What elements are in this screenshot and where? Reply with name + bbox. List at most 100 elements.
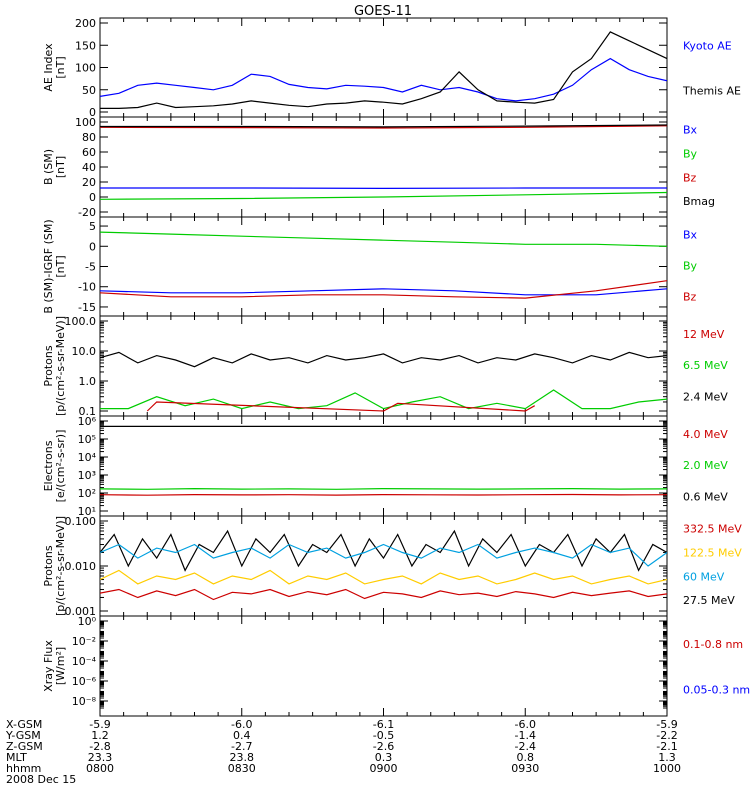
y-tick-label: 0.100 [65,515,97,528]
y-tick-label: 20 [82,176,96,189]
legend-entry: Kyoto AE [683,40,732,53]
ephem-value: 23.3 [88,751,113,764]
panel-bsm: -20 0 20 40 60 80 100 B (SM) [nT] Bx By Bz Bmag [42,116,715,219]
ephem-value: 1.2 [91,729,109,742]
y-tick-label: 10⁵ [78,433,96,446]
y-tick-label: 10⁻⁸ [72,695,97,708]
y-tick-label: 100.0 [65,315,97,328]
ephem-value: -6.1 [373,718,394,731]
ephem-value: 0.3 [375,751,393,764]
series-27-5-mev [100,529,667,572]
ephem-value: 23.8 [230,751,255,764]
series-by [100,231,667,247]
y-tick-label: 0 [89,240,96,253]
y-tick-label: 40 [82,161,96,174]
ephem-value: 0830 [228,762,256,775]
ephemeris-table: X-GSM -5.9 -6.0 -6.1 -6.0 -5.9 Y-GSM 1.2 0.4 -0.5… [5,718,681,786]
chart-title: GOES-11 [354,4,412,19]
ephem-row-label: X-GSM [6,718,42,731]
y-tick-label: 10⁶ [78,415,97,428]
y-tick-label: -5 [85,261,96,274]
y-tick-label: 100 [75,62,96,75]
y-tick-label: 0.010 [65,560,97,573]
panel-xray: 10⁻⁸ 10⁻⁶ 10⁻⁴ 10⁻² 10⁰ Xray Flux [W/m²] 0.1-0.… [42,615,750,717]
legend-entry: Bmag [683,195,715,208]
y-axis-label: [e/(cm²-s-sr)] [54,430,67,503]
series-4-0-mev [100,493,667,496]
y-tick-label: 10⁰ [78,615,97,628]
ephem-value: 1.3 [658,751,676,764]
y-tick-label: 150 [75,39,96,52]
y-axis-label: B (SM)-IGRF (SM) [42,219,55,313]
ephem-value: 0930 [511,762,539,775]
y-tick-label: -15 [78,301,96,314]
legend-entry: 2.0 MeV [683,459,728,472]
series-bz [100,280,667,299]
series-122-5-mev [100,569,667,585]
y-axis-label: [p/(cm²-s-sr-MeV)] [54,316,67,416]
y-axis-label: Protons [42,545,55,586]
series-2-4-mev [100,351,667,368]
y-axis-label: [W/m²] [54,647,67,685]
series-by [100,191,667,200]
ephem-row-label: Y-GSM [5,729,41,742]
legend-entry: 4.0 MeV [683,428,728,441]
legend-entry: 122.5 MeV [683,546,742,559]
y-axis-label: Protons [42,345,55,386]
legend-entry: 60 MeV [683,570,725,583]
y-axis-label: [nT] [54,56,67,78]
ephem-value: 1000 [653,762,681,775]
legend-entry: 0.05-0.3 nm [683,683,750,696]
series-bz [100,125,667,129]
y-tick-label: 0.001 [65,605,97,618]
panel-protons_low: 0.1 1.0 10.0 100.0 Protons [p/(cm²-s-sr-MeV)]… [42,315,728,418]
y-tick-label: 10⁴ [78,451,97,464]
panel-electrons: 10¹ 10² 10³ 10⁴ 10⁵ 10⁶ Electrons [e/(cm²-s-sr)… [42,415,728,518]
y-tick-label: 10² [78,487,96,500]
series-themis-ae [100,31,667,110]
series-12-mev [146,401,535,412]
ephem-value: -0.5 [373,729,394,742]
series-60-mev [100,543,667,567]
legend-entry: Bz [683,291,697,304]
ephem-value: -2.2 [656,729,677,742]
series-kyoto-ae [100,57,667,102]
legend-entry: Themis AE [682,85,741,98]
ephem-value: -2.8 [89,740,110,753]
y-tick-label: 10³ [78,469,96,482]
legend-entry: 332.5 MeV [683,523,742,536]
legend-entry: Bz [683,171,697,184]
y-axis-label: AE Index [42,43,55,92]
y-tick-label: 1.0 [79,375,97,388]
legend-entry: By [683,147,698,160]
y-tick-label: -10 [78,281,96,294]
y-tick-label: 100 [75,116,96,129]
ephem-row-label: hhmm [6,762,41,775]
ephem-value: 0.8 [517,751,535,764]
series-6-5-mev [100,389,667,410]
panel-bres: -15 -10 -5 0 5 B (SM)-IGRF (SM) [nT] Bx By Bz [42,216,698,317]
series-bx [100,288,667,296]
y-tick-label: 10¹ [78,505,96,518]
panel-frame [99,216,668,317]
y-axis-label: [nT] [54,255,67,277]
legend-entry: 12 MeV [683,328,725,341]
ephem-value: -5.9 [89,718,110,731]
y-tick-label: 80 [82,131,96,144]
y-axis-label: Electrons [42,440,55,491]
legend-entry: Bx [683,124,698,137]
y-tick-label: 0 [89,191,96,204]
y-tick-label: 5 [89,220,96,233]
y-axis-label: [p/(cm²-s-sr-MeV)] [54,516,67,616]
y-tick-label: 50 [82,84,96,97]
ephem-value: 0800 [86,762,114,775]
ephem-value: 0.4 [233,729,251,742]
ephem-value: -2.4 [515,740,536,753]
y-tick-label: 0 [89,106,96,119]
ephem-value: -5.9 [656,718,677,731]
y-tick-label: 60 [82,146,96,159]
y-axis-label: Xray Flux [42,640,55,692]
y-tick-label: 10⁻² [72,635,96,648]
